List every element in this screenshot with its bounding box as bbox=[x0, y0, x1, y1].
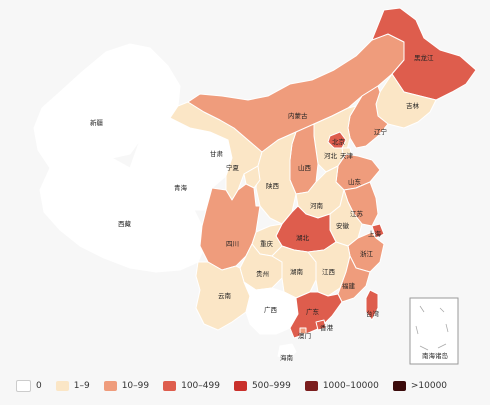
inset-box bbox=[409, 297, 459, 365]
legend-item-0[interactable]: 0 bbox=[16, 380, 42, 392]
province-hongkong[interactable]: 香港 bbox=[315, 319, 327, 331]
province-ningxia[interactable]: 宁夏 bbox=[243, 165, 261, 189]
province-guangdong[interactable]: 广东 bbox=[289, 291, 343, 339]
label-shaanxi: 陕西 bbox=[266, 181, 280, 190]
legend-label-0: 0 bbox=[36, 381, 42, 391]
label-beijing: 北京 bbox=[332, 137, 346, 146]
label-yunnan: 云南 bbox=[218, 291, 232, 300]
south-china-sea-inset: 南海诸岛 bbox=[409, 297, 459, 365]
province-labels: 新疆 西藏 青海 甘肃 内蒙古 宁夏 陕西 山西 河北 北京 天津 辽宁 吉林 … bbox=[90, 53, 434, 362]
legend-label-10-99: 10–99 bbox=[121, 381, 150, 391]
legend-item-500-999[interactable]: 500–999 bbox=[233, 381, 291, 391]
legend-item-10-99[interactable]: 10–99 bbox=[103, 381, 150, 391]
label-shandong: 山东 bbox=[348, 177, 362, 186]
province-heilongjiang[interactable]: 黑龙江 bbox=[371, 7, 477, 101]
province-hainan[interactable]: 海南 bbox=[277, 343, 297, 361]
label-anhui: 安徽 bbox=[336, 221, 350, 230]
legend: 0 1–9 10–99 100–499 500–999 1000–10000 >… bbox=[16, 380, 447, 392]
legend-item-1000-10000[interactable]: 1000–10000 bbox=[304, 381, 379, 391]
legend-swatch-0 bbox=[16, 380, 31, 392]
legend-swatch-500-999 bbox=[233, 381, 247, 391]
label-guizhou: 贵州 bbox=[256, 269, 269, 278]
legend-label-500-999: 500–999 bbox=[251, 381, 291, 391]
legend-label-100-499: 100–499 bbox=[181, 381, 220, 391]
label-gansu: 甘肃 bbox=[210, 149, 224, 158]
inset-boundary-lines bbox=[415, 305, 449, 351]
legend-label-1-9: 1–9 bbox=[73, 381, 90, 391]
legend-swatch-1000-10000 bbox=[304, 381, 318, 391]
legend-swatch-1-9 bbox=[55, 381, 69, 391]
label-jilin: 吉林 bbox=[406, 101, 420, 110]
province-macau[interactable]: 澳门 bbox=[299, 327, 307, 335]
label-hainan: 海南 bbox=[280, 353, 294, 362]
label-shanxi: 山西 bbox=[298, 163, 312, 172]
label-jiangsu: 江苏 bbox=[350, 209, 364, 218]
label-jiangxi: 江西 bbox=[322, 268, 336, 276]
label-heilongjiang: 黑龙江 bbox=[414, 53, 434, 62]
label-xinjiang: 新疆 bbox=[90, 118, 104, 127]
legend-item-100-499[interactable]: 100–499 bbox=[163, 381, 220, 391]
province-xizang[interactable]: 西藏 bbox=[39, 157, 207, 273]
legend-swatch-100-499 bbox=[163, 381, 177, 391]
label-hunan: 湖南 bbox=[290, 267, 304, 276]
label-zhejiang: 浙江 bbox=[360, 249, 374, 258]
label-hubei: 湖北 bbox=[296, 233, 310, 242]
label-qinghai: 青海 bbox=[174, 183, 188, 192]
legend-item-1-9[interactable]: 1–9 bbox=[55, 381, 90, 391]
legend-label-1000-10000: 1000–10000 bbox=[322, 381, 379, 391]
label-guangdong: 广东 bbox=[306, 307, 320, 316]
label-neimenggu: 内蒙古 bbox=[288, 111, 308, 120]
label-tianjin: 天津 bbox=[340, 152, 354, 160]
province-taiwan[interactable]: 台湾 bbox=[365, 289, 379, 321]
label-liaoning: 辽宁 bbox=[374, 127, 388, 136]
label-fujian: 福建 bbox=[342, 281, 356, 290]
label-taiwan: 台湾 bbox=[366, 309, 380, 318]
label-henan: 河南 bbox=[310, 201, 324, 210]
province-shaanxi[interactable]: 陕西 bbox=[255, 131, 297, 225]
label-hebei: 河北 bbox=[324, 152, 338, 160]
legend-swatch-over-10000 bbox=[392, 381, 406, 391]
label-chongqing: 重庆 bbox=[260, 239, 274, 248]
legend-item-over-10000[interactable]: >10000 bbox=[392, 381, 448, 391]
label-ningxia: 宁夏 bbox=[226, 163, 240, 172]
label-hongkong: 香港 bbox=[320, 323, 334, 332]
province-shanghai[interactable]: 上海 bbox=[371, 223, 385, 239]
label-sichuan: 四川 bbox=[226, 240, 239, 248]
legend-label-over-10000: >10000 bbox=[410, 381, 448, 391]
legend-swatch-10-99 bbox=[103, 381, 117, 391]
label-guangxi: 广西 bbox=[264, 305, 278, 314]
label-shanghai: 上海 bbox=[368, 229, 382, 238]
label-macau: 澳门 bbox=[298, 331, 311, 340]
label-xizang: 西藏 bbox=[118, 219, 132, 228]
inset-label: 南海诸岛 bbox=[422, 351, 448, 360]
